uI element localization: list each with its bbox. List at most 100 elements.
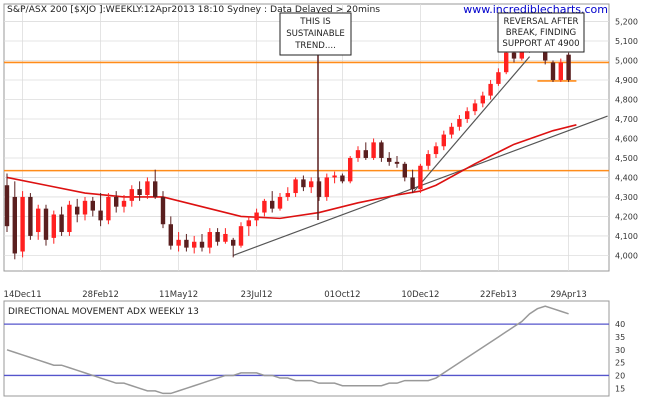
candle [192, 235, 197, 254]
y-tick-label: 4,100 [615, 232, 638, 241]
candle-body [371, 142, 376, 158]
candles [4, 25, 571, 260]
candle [36, 204, 41, 240]
sustainable-callout-line-3: TREND.... [294, 41, 336, 51]
candle-body [98, 210, 103, 221]
candle-body [387, 157, 392, 162]
candle [410, 169, 415, 194]
candle-body [309, 181, 314, 188]
moving-average-line [6, 124, 577, 220]
candle-body [43, 208, 49, 240]
adx-y-tick-label: 40 [615, 320, 625, 329]
reversal-callout-line-1: REVERSAL AFTER [503, 17, 578, 27]
candle-body [355, 150, 361, 158]
candle [340, 173, 345, 184]
candle [106, 193, 111, 225]
x-tick-label: 22Feb13 [480, 290, 517, 300]
candle-body [129, 189, 134, 201]
candle-body [418, 165, 423, 190]
candle-body [332, 175, 337, 178]
x-tick-label: 23Jul12 [241, 290, 273, 300]
y-tick-label: 4,000 [615, 251, 638, 260]
candle-body [426, 154, 431, 166]
candle [504, 48, 509, 75]
candle [270, 191, 275, 213]
candle [332, 171, 337, 184]
candle [472, 99, 478, 116]
candle [348, 156, 353, 184]
candle [20, 191, 25, 258]
candle-body [145, 181, 150, 195]
adx-y-axis-labels: 15 20 25 30 35 40 [615, 320, 625, 393]
candle [43, 204, 49, 246]
candle [449, 122, 454, 139]
candle-body [550, 62, 556, 81]
adx-title: DIRECTIONAL MOVEMENT ADX WEEKLY 13 [8, 307, 199, 317]
candle [51, 210, 56, 244]
reversal-callout-box [497, 12, 585, 53]
candle [238, 222, 244, 248]
candle [168, 216, 173, 250]
candle [82, 196, 88, 221]
candle [379, 140, 384, 162]
candle-body [480, 95, 485, 104]
candle [98, 193, 103, 227]
candle [488, 80, 493, 100]
candle-body [231, 239, 236, 246]
x-tick-label: 28Feb12 [82, 290, 119, 300]
candle-body [168, 224, 173, 246]
candle [176, 232, 181, 252]
candle-body [51, 214, 56, 238]
candle-body [394, 161, 400, 164]
candle-body [277, 196, 283, 209]
y-tick-label: 4,200 [615, 212, 638, 221]
y-tick-label: 5,100 [615, 37, 638, 46]
candle-body [293, 179, 298, 194]
candle [145, 177, 150, 199]
x-tick-label: 11May12 [159, 290, 198, 300]
y-tick-label: 4,600 [615, 134, 638, 143]
candle-body [488, 83, 493, 96]
candle-body [192, 241, 197, 248]
candle [114, 191, 119, 213]
candle-body [246, 220, 251, 227]
candle [418, 163, 423, 194]
x-axis-labels: 14Dec11 28Feb12 11May12 23Jul12 01Oct12 10Dec… [4, 290, 587, 300]
candle-body [153, 181, 158, 197]
y-tick-label: 4,900 [615, 76, 638, 85]
candle [231, 237, 236, 258]
adx-y-tick-label: 15 [615, 384, 625, 393]
adx-line [6, 305, 569, 395]
trend-line [412, 56, 531, 194]
candle-body [254, 212, 259, 221]
candle-body [36, 208, 41, 233]
y-tick-label: 4,300 [615, 193, 638, 202]
y-tick-label: 4,400 [615, 173, 638, 182]
candle [59, 206, 64, 236]
adx-y-tick-label: 30 [615, 346, 625, 355]
candle [480, 91, 485, 108]
candle-body [566, 54, 571, 81]
candle [4, 173, 10, 233]
candle-body [28, 196, 33, 236]
candle-body [324, 177, 329, 197]
candle [160, 191, 166, 229]
candle-body [82, 200, 88, 215]
candle [153, 169, 158, 199]
candle [262, 198, 267, 217]
candle [402, 161, 407, 182]
candle [207, 228, 212, 254]
candle-body [90, 200, 95, 211]
moving-average [6, 124, 577, 220]
candle-body [316, 181, 322, 197]
candle-body [348, 157, 353, 182]
candle-body [449, 126, 454, 135]
x-tick-label: 01Oct12 [324, 290, 360, 300]
candle [28, 193, 33, 240]
candle [90, 196, 95, 217]
candle-body [67, 204, 72, 233]
candle-body [504, 52, 509, 73]
candle-body [121, 200, 127, 207]
candle-body [176, 239, 181, 246]
